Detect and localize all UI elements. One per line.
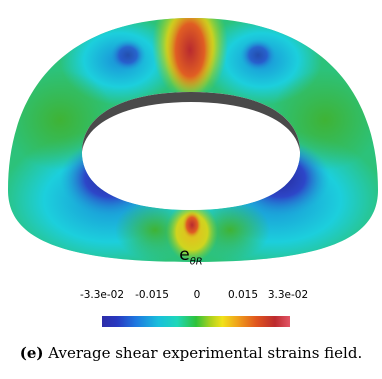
tick-label: 0 (193, 289, 201, 301)
tick-label: -0.015 (135, 289, 169, 301)
tick-label: 3.3e-02 (267, 289, 309, 301)
tick-label: 0.015 (227, 289, 259, 301)
inner-hole (82, 92, 300, 210)
colorbar (102, 316, 290, 327)
colorbar-title: eθR (179, 245, 203, 268)
figure-caption: (e) Average shear experimental strains f… (19, 344, 363, 362)
colorbar-ticks: -3.3e-02 -0.015 0 0.015 3.3e-02 (80, 289, 308, 303)
tick-label: -3.3e-02 (79, 289, 125, 301)
inner-hole-edge (82, 92, 300, 152)
